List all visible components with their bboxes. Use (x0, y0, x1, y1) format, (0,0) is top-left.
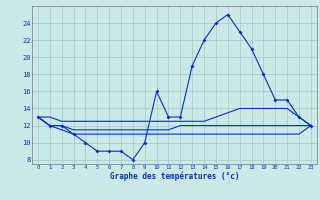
X-axis label: Graphe des températures (°c): Graphe des températures (°c) (110, 172, 239, 181)
